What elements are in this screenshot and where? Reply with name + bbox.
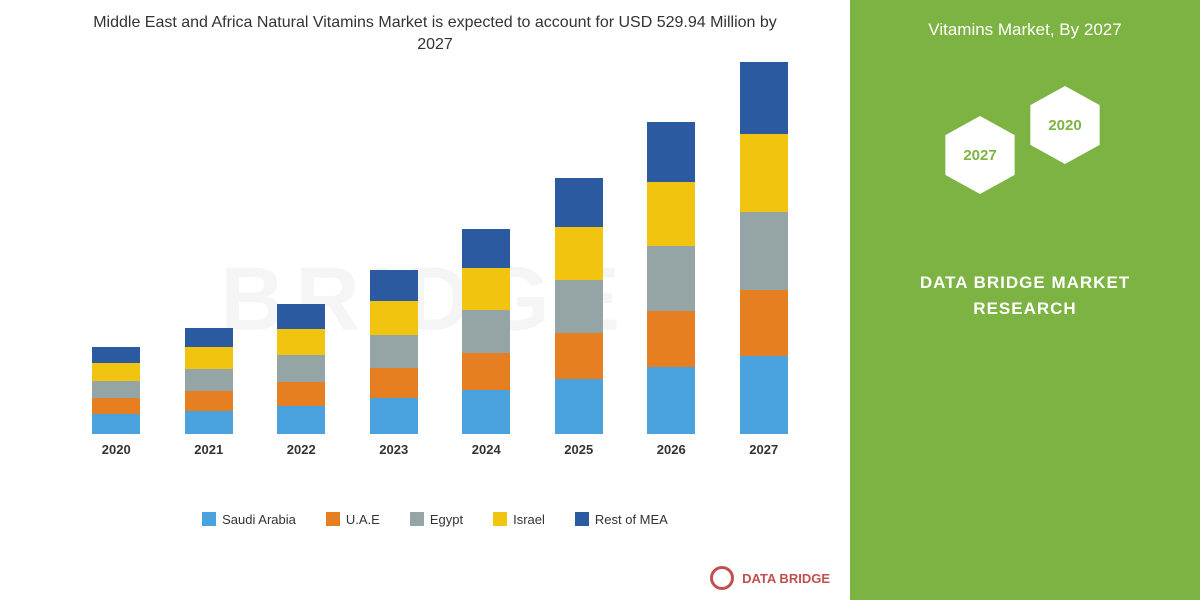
bar-segment [647, 182, 695, 247]
bar-segment [647, 122, 695, 182]
bar-group: 2023 [359, 270, 429, 456]
bar-segment [740, 134, 788, 212]
chart-area: 2020 2021 2022 2023 2024 2025 2026 2027 [60, 77, 820, 497]
bar-category-label: 2021 [194, 442, 223, 457]
chart-legend: Saudi Arabia U.A.E Egypt Israel Rest of MEA [40, 512, 830, 527]
bar-category-label: 2020 [102, 442, 131, 457]
bar-segment [92, 414, 140, 433]
bar-segment [647, 246, 695, 311]
legend-item: U.A.E [326, 512, 380, 527]
right-panel: Vitamins Market, By 2027 2027 2020 DATA … [850, 0, 1200, 600]
bar-group: 2025 [544, 178, 614, 456]
bar-segment [555, 379, 603, 434]
bar-stack [647, 122, 695, 434]
hexagon-2020: 2020 [1020, 80, 1110, 170]
bar-segment [555, 227, 603, 280]
bar-group: 2024 [451, 229, 521, 457]
hexagon-right-label: 2020 [1048, 117, 1081, 134]
bars-container: 2020 2021 2022 2023 2024 2025 2026 2027 [60, 77, 820, 457]
bar-segment [185, 391, 233, 410]
bar-segment [277, 355, 325, 382]
legend-swatch [493, 512, 507, 526]
chart-panel: BRIDGE Middle East and Africa Natural Vi… [0, 0, 850, 600]
footer-logo-text: DATA BRIDGE [742, 571, 830, 586]
bar-stack [555, 178, 603, 433]
bar-segment [370, 368, 418, 398]
bar-segment [462, 229, 510, 268]
bar-segment [462, 390, 510, 434]
bar-segment [555, 333, 603, 379]
footer-logo: DATA BRIDGE [710, 566, 830, 590]
bar-segment [555, 280, 603, 333]
legend-swatch [575, 512, 589, 526]
legend-label: Rest of MEA [595, 512, 668, 527]
legend-swatch [326, 512, 340, 526]
brand-name: DATA BRIDGE MARKET RESEARCH [870, 270, 1180, 321]
legend-label: U.A.E [346, 512, 380, 527]
bar-segment [462, 310, 510, 352]
bar-segment [185, 328, 233, 347]
bar-segment [370, 270, 418, 301]
bar-segment [740, 356, 788, 434]
chart-title: Middle East and Africa Natural Vitamins … [40, 12, 830, 57]
bar-stack [462, 229, 510, 434]
bar-category-label: 2027 [749, 442, 778, 457]
bar-segment [92, 398, 140, 414]
brand-line1: DATA BRIDGE MARKET [870, 270, 1180, 296]
legend-swatch [410, 512, 424, 526]
bar-segment [277, 304, 325, 329]
bar-segment [370, 398, 418, 433]
hexagon-2027: 2027 [935, 110, 1025, 200]
brand-line2: RESEARCH [870, 296, 1180, 322]
bar-stack [92, 347, 140, 434]
bar-group: 2026 [636, 122, 706, 457]
bar-segment [277, 329, 325, 356]
bar-segment [277, 406, 325, 434]
bar-segment [462, 353, 510, 390]
bar-segment [370, 301, 418, 335]
bar-segment [740, 290, 788, 356]
bar-segment [185, 411, 233, 434]
legend-swatch [202, 512, 216, 526]
bar-category-label: 2023 [379, 442, 408, 457]
bar-segment [740, 62, 788, 134]
bar-group: 2020 [81, 347, 151, 457]
bar-stack [185, 328, 233, 434]
bar-category-label: 2022 [287, 442, 316, 457]
bar-group: 2027 [729, 62, 799, 457]
bar-segment [647, 367, 695, 434]
bar-stack [370, 270, 418, 433]
legend-item: Israel [493, 512, 545, 527]
bar-segment [370, 335, 418, 369]
bar-segment [647, 311, 695, 367]
legend-label: Saudi Arabia [222, 512, 296, 527]
bar-segment [92, 347, 140, 363]
hexagon-left-label: 2027 [963, 147, 996, 164]
bar-segment [185, 369, 233, 391]
bar-category-label: 2024 [472, 442, 501, 457]
bar-segment [185, 347, 233, 369]
legend-label: Israel [513, 512, 545, 527]
bar-segment [92, 381, 140, 399]
bar-segment [462, 268, 510, 310]
bar-category-label: 2025 [564, 442, 593, 457]
bar-group: 2021 [174, 328, 244, 457]
legend-item: Saudi Arabia [202, 512, 296, 527]
bar-group: 2022 [266, 304, 336, 457]
bar-segment [740, 212, 788, 290]
legend-item: Egypt [410, 512, 463, 527]
bar-segment [277, 382, 325, 406]
bar-segment [92, 363, 140, 381]
legend-label: Egypt [430, 512, 463, 527]
legend-item: Rest of MEA [575, 512, 668, 527]
bar-category-label: 2026 [657, 442, 686, 457]
hexagon-graphic: 2027 2020 [925, 80, 1125, 220]
bar-stack [740, 62, 788, 434]
footer-logo-icon [710, 566, 734, 590]
right-panel-title: Vitamins Market, By 2027 [870, 20, 1180, 40]
bar-segment [555, 178, 603, 227]
bar-stack [277, 304, 325, 434]
